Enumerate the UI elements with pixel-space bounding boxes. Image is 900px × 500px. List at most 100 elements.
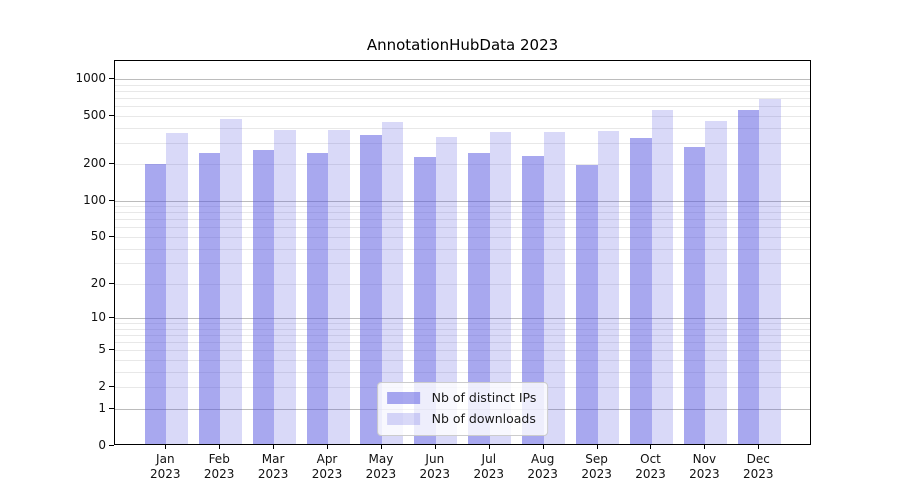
x-tick-year: 2023 [365, 467, 397, 481]
bar-nb-of-distinct-ips-feb [198, 152, 221, 444]
x-tick-year: 2023 [311, 467, 343, 481]
x-tick-label: Sep 2023 [565, 452, 629, 482]
bar-nb-of-distinct-ips-nov [683, 146, 706, 444]
x-tick [650, 445, 651, 449]
x-tick-month: Apr [316, 452, 338, 466]
y-tick [109, 236, 114, 237]
gridline-minor [115, 127, 810, 129]
bar-nb-of-distinct-ips-apr [306, 152, 328, 444]
legend-label-distinct-ips: Nb of distinct IPs [431, 390, 537, 405]
gridline-minor [115, 142, 810, 144]
bar-nb-of-distinct-ips-sep [576, 165, 598, 444]
x-tick [758, 445, 759, 449]
y-tick-label: 500 [83, 107, 106, 122]
x-tick-year: 2023 [581, 467, 612, 481]
gridline-major [115, 79, 810, 80]
bar-nb-of-distinct-ips-dec [737, 110, 760, 444]
legend-swatch-distinct-ips [386, 392, 420, 404]
x-tick-month: May [368, 452, 394, 466]
legend-swatch-downloads [386, 413, 420, 425]
y-tick-label: 200 [83, 156, 106, 171]
y-tick-label: 10 [90, 310, 106, 325]
bar-nb-of-downloads-dec [759, 99, 781, 444]
chart-title: AnnotationHubData 2023 [366, 36, 559, 54]
x-tick [543, 445, 544, 449]
x-tick-label: Feb 2023 [187, 452, 251, 482]
legend-label-downloads: Nb of downloads [431, 411, 536, 426]
x-tick [165, 445, 166, 449]
x-tick-month: Aug [530, 452, 555, 466]
y-tick-label: 0 [98, 437, 106, 452]
x-tick-year: 2023 [150, 467, 181, 481]
bar-nb-of-downloads-nov [705, 120, 727, 444]
x-tick [219, 445, 220, 449]
gridline-minor [115, 227, 810, 229]
x-tick-month: Sep [585, 452, 608, 466]
y-tick [109, 283, 114, 284]
x-tick [489, 445, 490, 449]
gridline-minor [115, 323, 810, 325]
legend-item-distinct-ips: Nb of distinct IPs [386, 389, 537, 407]
x-tick-month: Jan [156, 452, 175, 466]
gridline-minor [115, 164, 810, 166]
x-tick [597, 445, 598, 449]
x-tick-year: 2023 [635, 467, 666, 481]
y-tick-label: 1000 [75, 71, 106, 85]
y-tick [109, 200, 114, 201]
x-tick-label: May 2023 [349, 452, 413, 482]
x-tick-month: Dec [746, 452, 770, 466]
x-tick-year: 2023 [257, 467, 289, 481]
x-tick [381, 445, 382, 449]
bar-nb-of-downloads-aug [543, 131, 566, 444]
bar-nb-of-distinct-ips-oct [630, 138, 652, 444]
bar-nb-of-distinct-ips-jul [468, 153, 490, 444]
x-tick-label: Jan 2023 [133, 452, 197, 482]
x-tick-label: Oct 2023 [619, 452, 683, 482]
gridline-major [115, 200, 810, 202]
bar-nb-of-distinct-ips-aug [522, 156, 544, 444]
x-tick [704, 445, 705, 449]
y-tick [109, 386, 114, 387]
y-tick-label: 20 [90, 276, 106, 290]
bar-nb-of-downloads-jul [489, 132, 512, 444]
gridline-minor [115, 206, 810, 208]
bar-nb-of-downloads-mar [274, 130, 296, 444]
gridline-minor [115, 284, 810, 285]
gridline-minor [115, 328, 810, 330]
x-tick [327, 445, 328, 449]
bar-nb-of-downloads-feb [220, 118, 242, 444]
x-tick-year: 2023 [743, 467, 774, 481]
bar-nb-of-distinct-ips-jan [144, 163, 167, 444]
x-tick-label: Mar 2023 [241, 452, 305, 482]
x-tick-year: 2023 [527, 467, 558, 481]
gridline-minor [115, 350, 810, 352]
x-tick-month: Nov [692, 452, 717, 466]
bar-nb-of-distinct-ips-jun [414, 156, 436, 444]
bar-nb-of-distinct-ips-mar [252, 150, 275, 444]
gridline-minor [115, 90, 810, 92]
x-tick-label: Apr 2023 [295, 452, 359, 482]
bar-nb-of-downloads-jan [166, 133, 188, 444]
y-tick [109, 115, 114, 116]
gridline-minor [115, 106, 810, 108]
bar-nb-of-distinct-ips-may [360, 134, 382, 444]
x-tick [435, 445, 436, 449]
gridline-major [115, 318, 810, 320]
y-tick-label: 50 [90, 228, 106, 243]
x-tick-year: 2023 [419, 467, 451, 481]
x-tick-label: Dec 2023 [726, 452, 790, 482]
gridline-minor [115, 84, 810, 86]
y-tick [109, 349, 114, 350]
bar-nb-of-downloads-jun [435, 137, 458, 444]
gridline-minor [115, 236, 810, 238]
gridline-minor [115, 248, 810, 250]
x-tick-month: Mar [261, 452, 285, 466]
legend: Nb of distinct IPs Nb of downloads [376, 382, 549, 436]
bar-nb-of-downloads-apr [328, 130, 350, 444]
legend-item-downloads: Nb of downloads [386, 410, 537, 428]
y-tick-label: 100 [83, 192, 106, 207]
x-tick-year: 2023 [203, 467, 235, 481]
x-tick-label: Nov 2023 [672, 452, 736, 482]
gridline-minor [115, 335, 810, 337]
